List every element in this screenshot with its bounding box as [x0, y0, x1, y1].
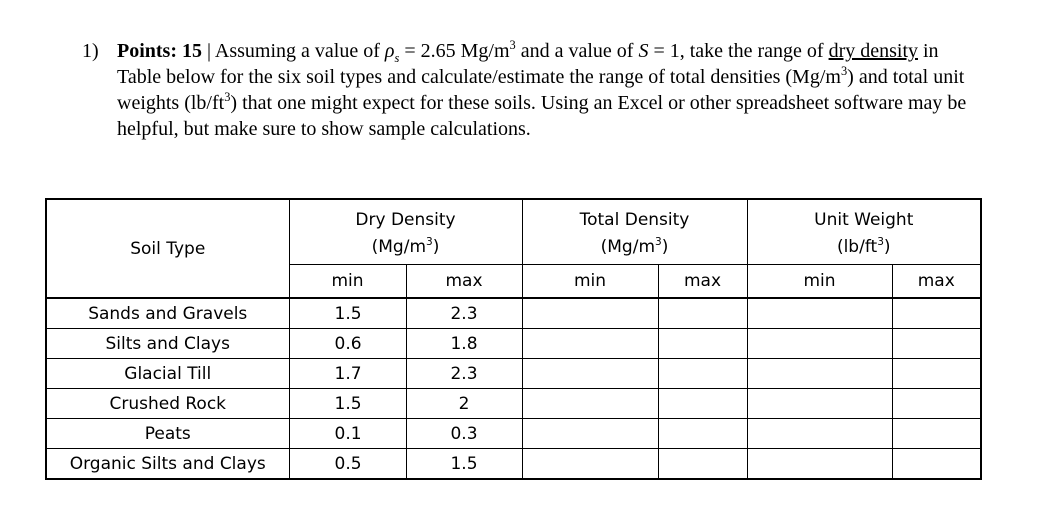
dry-max-cell: 0.3: [405, 418, 523, 449]
text-segment: and a value of: [515, 40, 639, 62]
unit-weight-min-cell[interactable]: [746, 297, 893, 329]
unit-text: ): [432, 237, 440, 257]
table-row: Glacial Till 1.7 2.3: [45, 358, 982, 389]
total-density-unit: (Mg/m3): [521, 230, 748, 265]
points-label: Points: 15: [117, 40, 202, 62]
total-min-cell[interactable]: [521, 297, 659, 329]
unit-weight-max-cell[interactable]: [891, 418, 982, 449]
table-row: Crushed Rock 1.5 2: [45, 388, 982, 419]
dry-min-cell: 0.1: [288, 418, 407, 449]
total-density-title: Total Density: [521, 198, 748, 230]
unit-sup: 3: [877, 235, 884, 248]
unit-weight-title: Unit Weight: [746, 198, 982, 230]
unit-text: ): [661, 237, 669, 257]
total-min-cell[interactable]: [521, 418, 659, 449]
text-segment: ) that one might expect for these soils.…: [117, 92, 967, 140]
unit-weight-max-cell[interactable]: [891, 388, 982, 419]
dry-min-cell: 0.6: [288, 328, 407, 359]
soil-type-cell: Silts and Clays: [45, 328, 290, 359]
unit-weight-min-cell[interactable]: [746, 388, 893, 419]
unit-text: (Mg/m: [600, 237, 656, 257]
total-max-cell[interactable]: [657, 328, 748, 359]
dry-max-cell: 2.3: [405, 297, 523, 329]
total-min-cell[interactable]: [521, 358, 659, 389]
unit-weight-min-cell[interactable]: [746, 358, 893, 389]
soil-type-cell: Organic Silts and Clays: [45, 448, 290, 480]
dry-max-cell: 2.3: [405, 358, 523, 389]
superscript: 3: [840, 63, 848, 78]
soil-type-cell: Crushed Rock: [45, 388, 290, 419]
max-header: max: [405, 264, 523, 299]
underlined-term: dry density: [828, 40, 918, 62]
unit-weight-max-cell[interactable]: [891, 297, 982, 329]
unit-sup: 3: [655, 235, 662, 248]
total-max-cell[interactable]: [657, 388, 748, 419]
min-header: min: [746, 264, 893, 299]
table-row: Sands and Gravels 1.5 2.3: [45, 297, 982, 329]
dry-max-cell: 1.8: [405, 328, 523, 359]
rho-subscript: s: [394, 51, 400, 65]
soil-type-cell: Glacial Till: [45, 358, 290, 389]
min-header: min: [288, 264, 407, 299]
text-segment: = 2.65 Mg/m: [399, 40, 510, 62]
soil-type-cell: Peats: [45, 418, 290, 449]
unit-text: (Mg/m: [371, 237, 427, 257]
soil-type-header: Soil Type: [45, 198, 290, 299]
unit-sup: 3: [426, 235, 433, 248]
total-min-cell[interactable]: [521, 448, 659, 480]
unit-weight-min-cell[interactable]: [746, 448, 893, 480]
table-row: Silts and Clays 0.6 1.8: [45, 328, 982, 359]
text-segment: ) and total unit weights (lb/ft: [117, 66, 965, 114]
total-max-cell[interactable]: [657, 358, 748, 389]
dry-min-cell: 1.7: [288, 358, 407, 389]
dry-min-cell: 0.5: [288, 448, 407, 480]
text-separator: |: [202, 40, 215, 62]
unit-weight-max-cell[interactable]: [891, 358, 982, 389]
unit-weight-max-cell[interactable]: [891, 448, 982, 480]
superscript: 3: [509, 37, 516, 52]
table-row: Peats 0.1 0.3: [45, 418, 982, 449]
dry-min-cell: 1.5: [288, 388, 407, 419]
max-header: max: [657, 264, 748, 299]
question-text: Points: 15 | Assuming a value of ρs = 2.…: [117, 38, 982, 142]
text-segment: in Table below for the six soil types an…: [117, 40, 939, 88]
max-header: max: [891, 264, 982, 299]
text-segment: Assuming a value of: [214, 40, 385, 62]
unit-weight-min-cell[interactable]: [746, 328, 893, 359]
soil-type-cell: Sands and Gravels: [45, 297, 290, 329]
unit-weight-min-cell[interactable]: [746, 418, 893, 449]
unit-weight-unit: (lb/ft3): [746, 230, 982, 265]
total-min-cell[interactable]: [521, 388, 659, 419]
question-block: 1) Points: 15 | Assuming a value of ρs =…: [82, 38, 982, 142]
rho-symbol: ρ: [384, 40, 395, 62]
min-header: min: [521, 264, 659, 299]
dry-density-unit: (Mg/m3): [288, 230, 523, 265]
soil-table: Soil Type Dry Density Total Density Unit…: [45, 198, 982, 480]
unit-text: ): [883, 237, 891, 257]
total-max-cell[interactable]: [657, 418, 748, 449]
dry-density-title: Dry Density: [288, 198, 523, 230]
question-number: 1): [82, 40, 99, 62]
unit-weight-max-cell[interactable]: [891, 328, 982, 359]
s-symbol: S: [638, 40, 649, 62]
dry-max-cell: 1.5: [405, 448, 523, 480]
dry-max-cell: 2: [405, 388, 523, 419]
superscript: 3: [224, 89, 231, 104]
total-min-cell[interactable]: [521, 328, 659, 359]
table-row: Organic Silts and Clays 0.5 1.5: [45, 448, 982, 480]
total-max-cell[interactable]: [657, 448, 748, 480]
text-segment: = 1, take the range of: [648, 40, 829, 62]
unit-text: (lb/ft: [836, 237, 878, 257]
total-max-cell[interactable]: [657, 297, 748, 329]
dry-min-cell: 1.5: [288, 297, 407, 329]
